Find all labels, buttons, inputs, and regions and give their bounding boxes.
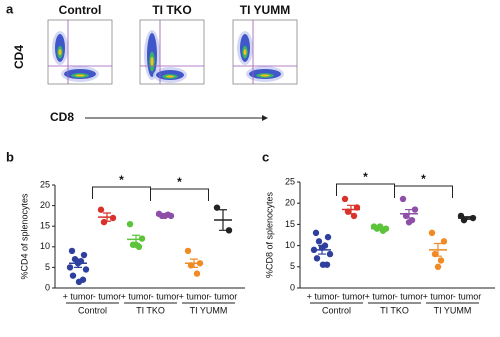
error-bar [132, 234, 140, 245]
error-bar [161, 213, 169, 217]
group-label: TI TKO [380, 305, 409, 315]
error-bar [318, 245, 326, 255]
significance-label: * [177, 175, 182, 189]
error-bar [74, 258, 82, 268]
y-tick-label: 0 [45, 282, 50, 292]
data-point [68, 247, 76, 255]
x-tick-label: + tumor [121, 291, 152, 301]
group-label: TI TKO [136, 305, 165, 315]
x-tick-label: + tumor [63, 291, 94, 301]
flow-density [165, 75, 175, 78]
data-point [315, 238, 323, 245]
error-bar [190, 258, 198, 268]
x-tick-label: - tumor [209, 291, 238, 301]
error-bar [405, 208, 413, 219]
group-label: TI YUMM [190, 305, 228, 315]
data-point [411, 206, 419, 213]
data-point [405, 219, 413, 226]
data-point [324, 233, 332, 241]
data-point [138, 235, 146, 242]
panel-label: c [262, 149, 269, 164]
x-tick-label: - tumor [93, 291, 122, 301]
data-point [440, 238, 448, 245]
flow-density [243, 49, 247, 56]
data-point [312, 229, 320, 237]
panel-label: a [6, 1, 14, 16]
data-point [326, 250, 334, 258]
data-point [109, 214, 117, 222]
group-label: TI YUMM [434, 305, 472, 315]
flow-density [58, 49, 62, 56]
x-tick-label: + tumor [307, 291, 338, 301]
data-point [428, 229, 436, 237]
data-point [126, 220, 134, 228]
x-tick-label: - tumor [151, 291, 180, 301]
data-point [100, 218, 108, 226]
data-point [341, 195, 349, 203]
error-bar [103, 212, 111, 222]
data-point [184, 247, 192, 255]
flow-density [260, 74, 270, 77]
significance-bracket [92, 186, 151, 199]
data-point [193, 270, 201, 277]
significance-bracket [150, 188, 209, 201]
y-tick-label: 15 [40, 221, 50, 231]
significance-bracket [394, 185, 453, 198]
y-tick-label: 0 [290, 282, 295, 292]
y-tick-label: 10 [40, 241, 50, 251]
error-bar [376, 226, 384, 231]
significance-bracket [336, 183, 395, 196]
x-tick-label: + tumor [179, 291, 210, 301]
significance-label: * [363, 170, 368, 184]
data-point [69, 272, 77, 279]
significance-label: * [421, 172, 426, 186]
y-tick-label: 20 [40, 200, 50, 210]
plot-title: Control [59, 3, 102, 17]
data-point [75, 278, 83, 286]
x-tick-label: - tumor [337, 291, 366, 301]
data-point [399, 195, 407, 203]
arrow-head [262, 115, 268, 121]
error-bar [219, 209, 227, 231]
y-axis-label: %CD4 of splenocytes [19, 193, 29, 280]
error-bar [463, 216, 471, 220]
data-point [80, 251, 88, 259]
y-tick-label: 25 [40, 179, 50, 189]
x-tick-label: - tumor [453, 291, 482, 301]
y-tick-label: 5 [290, 261, 295, 271]
data-point [82, 266, 90, 273]
y-tick-label: 20 [285, 198, 295, 208]
y-tick-label: 10 [285, 240, 295, 250]
plot-title: TI YUMM [240, 3, 290, 17]
y-axis-label: CD4 [12, 45, 26, 69]
data-point [437, 257, 445, 264]
error-bar [434, 242, 442, 257]
x-tick-label: + tumor [365, 291, 396, 301]
group-label: Control [322, 305, 351, 315]
x-tick-label: - tumor [395, 291, 424, 301]
data-point [225, 227, 233, 234]
data-point [97, 206, 105, 213]
flow-density [150, 56, 154, 67]
plot-title: TI TKO [152, 3, 191, 17]
group-label: Control [78, 305, 107, 315]
y-tick-label: 15 [285, 219, 295, 229]
panel-label: b [6, 149, 14, 164]
y-axis-label: %CD8 of splenocytes [264, 191, 274, 278]
y-tick-label: 5 [45, 262, 50, 272]
data-point [319, 261, 327, 268]
x-axis-label: CD8 [50, 110, 74, 124]
data-point [213, 204, 221, 211]
error-bar [347, 204, 355, 215]
data-point [313, 255, 321, 262]
data-point [434, 263, 442, 270]
y-tick-label: 25 [285, 176, 295, 186]
data-point [66, 264, 74, 271]
x-tick-label: + tumor [423, 291, 454, 301]
significance-label: * [119, 173, 124, 187]
flow-density [75, 74, 85, 77]
